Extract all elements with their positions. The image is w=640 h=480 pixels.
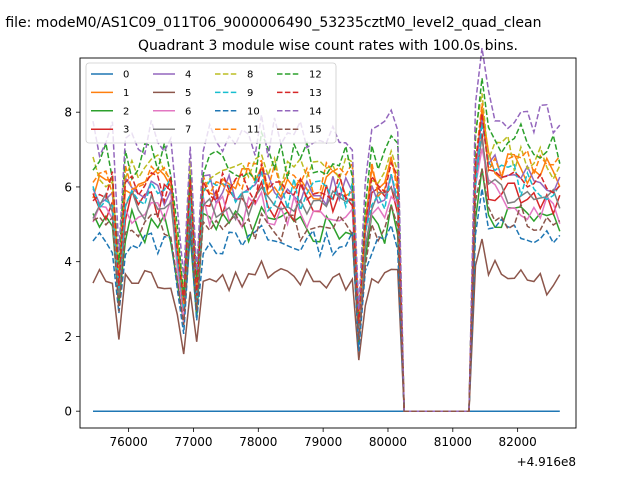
series-line-6 [92,148,561,412]
plot-axes: 76000 77000 78000 79000 80000 81000 82000 0 2 4 6… [64,47,577,469]
legend-label-7: 7 [185,125,191,136]
legend-label-14: 14 [309,106,322,117]
series-line-15 [92,168,561,412]
x-tick-label: 78000 [239,435,277,449]
legend-label-10: 10 [247,106,260,117]
legend-label-9: 9 [247,88,253,99]
legend-label-15: 15 [309,125,322,136]
chart-title: Quadrant 3 module wise count rates with … [138,38,518,54]
series-line-13 [92,113,561,412]
series-line-5 [92,238,561,412]
x-tick-label: 79000 [304,435,342,449]
figure-suptitle: n file: modeM0/AS1C09_011T06_9000006490_… [0,15,541,31]
y-tick-label: 6 [64,180,72,194]
legend-label-12: 12 [309,70,322,81]
x-tick-label: 80000 [369,435,407,449]
legend-box [85,62,337,144]
legend-label-2: 2 [123,106,129,117]
y-tick-label: 8 [64,106,72,120]
legend-label-11: 11 [247,125,260,136]
legend-label-8: 8 [247,70,253,81]
x-tick-label: 76000 [110,435,148,449]
plot-frame [79,57,577,429]
legend-label-13: 13 [309,88,322,99]
legend-label-5: 5 [185,88,191,99]
legend-label-1: 1 [123,88,129,99]
x-axis-ticks: 76000 77000 78000 79000 80000 81000 82000 [110,428,537,449]
x-tick-label: 82000 [499,435,537,449]
x-tick-label: 77000 [174,435,212,449]
y-tick-label: 0 [64,405,72,419]
y-tick-label: 4 [64,255,72,269]
legend-label-0: 0 [123,70,129,81]
y-axis-ticks: 0 2 4 6 8 [64,106,80,419]
legend-label-6: 6 [185,106,191,117]
y-tick-label: 2 [64,330,72,344]
series-line-7 [92,138,561,412]
legend-label-4: 4 [185,70,191,81]
legend-label-3: 3 [123,125,129,136]
x-axis-offset-label: +4.916e8 [517,455,576,469]
x-tick-label: 81000 [434,435,472,449]
